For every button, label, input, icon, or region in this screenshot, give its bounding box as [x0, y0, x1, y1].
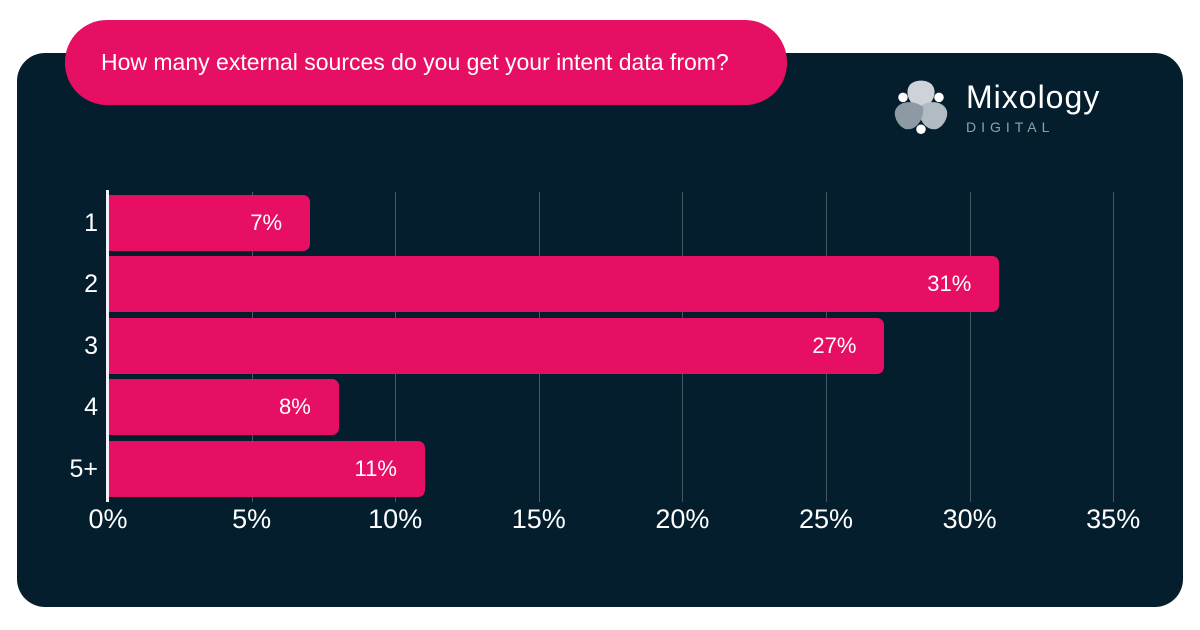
x-tick-label: 20% [655, 504, 710, 534]
x-tick-label: 30% [942, 504, 997, 534]
bar-value-label: 11% [354, 455, 397, 481]
bar: 31% [109, 256, 1000, 313]
bar-value-label: 8% [278, 394, 311, 420]
mixology-logo: Mixology DIGITAL [894, 78, 1100, 138]
bar: 7% [109, 195, 311, 251]
bar: 11% [109, 440, 425, 497]
logo-subtitle: DIGITAL [966, 119, 1055, 136]
mixology-logo-icon [894, 80, 948, 135]
gridline [969, 192, 971, 502]
x-tick-label: 25% [798, 504, 854, 534]
category-label: 1 [84, 209, 98, 237]
bar-value-label: 7% [250, 210, 283, 235]
category-label: 3 [84, 331, 98, 360]
category-label: 5+ [69, 454, 98, 483]
bar: 27% [109, 317, 885, 374]
bar-value-label: 31% [927, 271, 972, 297]
category-label: 4 [84, 393, 98, 422]
bar: 8% [109, 379, 339, 436]
logo-name: Mixology [966, 78, 1101, 115]
gridline [1113, 192, 1115, 502]
question-banner: How many external sources do you get you… [65, 20, 787, 105]
x-tick-label: 15% [511, 504, 566, 534]
x-tick-label: 10% [368, 504, 423, 534]
category-label: 2 [84, 270, 98, 299]
y-axis-line [106, 190, 109, 502]
logo-text-block: Mixology DIGITAL [966, 78, 1101, 136]
x-tick-label: 5% [232, 504, 272, 534]
bar-value-label: 27% [812, 332, 857, 358]
x-tick-label: 35% [1086, 504, 1141, 534]
x-tick-label: 0% [88, 504, 128, 534]
question-banner-text: How many external sources do you get you… [101, 49, 729, 75]
